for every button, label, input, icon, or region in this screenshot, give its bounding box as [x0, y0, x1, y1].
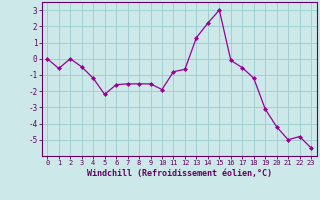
X-axis label: Windchill (Refroidissement éolien,°C): Windchill (Refroidissement éolien,°C) [87, 169, 272, 178]
